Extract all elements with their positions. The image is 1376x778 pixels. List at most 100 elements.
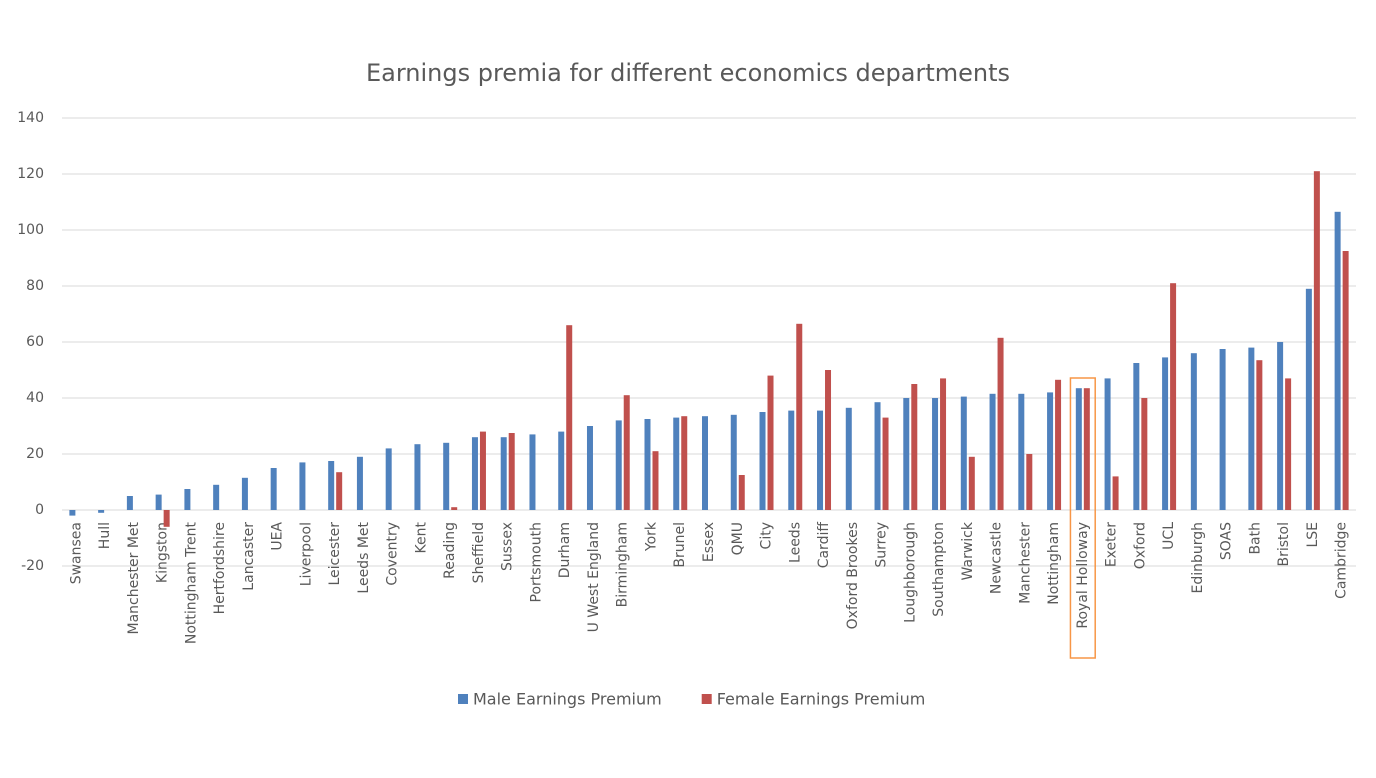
bar bbox=[1342, 251, 1349, 510]
x-tick-label: Cambridge bbox=[1334, 522, 1350, 599]
bar bbox=[500, 437, 507, 510]
x-tick-label: Nottingham Trent bbox=[183, 521, 199, 644]
bar bbox=[1083, 388, 1090, 510]
bar bbox=[1018, 393, 1025, 510]
bar bbox=[623, 395, 630, 510]
y-tick-label: 100 bbox=[17, 222, 44, 238]
x-tick-label: Exeter bbox=[1104, 522, 1120, 567]
x-tick-label: Newcastle bbox=[989, 522, 1005, 594]
bar bbox=[479, 431, 486, 510]
bar bbox=[126, 496, 133, 510]
x-tick-label: Kent bbox=[413, 521, 429, 553]
x-tick-label: City bbox=[759, 522, 775, 549]
bar bbox=[673, 417, 680, 510]
legend-label: Female Earnings Premium bbox=[717, 690, 926, 709]
bar bbox=[451, 507, 458, 510]
bar bbox=[241, 477, 248, 510]
bar bbox=[270, 468, 277, 510]
x-tick-label: Cardiff bbox=[816, 522, 832, 569]
bar bbox=[767, 375, 774, 510]
x-tick-label: Oxford Brookes bbox=[845, 522, 861, 629]
x-tick-label: Hull bbox=[97, 522, 113, 549]
legend-label: Male Earnings Premium bbox=[473, 690, 662, 709]
x-tick-label: U West England bbox=[586, 522, 602, 632]
x-tick-label: Liverpool bbox=[298, 522, 314, 586]
x-tick-label: Oxford bbox=[1132, 522, 1148, 569]
bar bbox=[1285, 378, 1292, 510]
bar bbox=[1313, 171, 1320, 510]
bar bbox=[566, 325, 573, 510]
bar bbox=[356, 456, 363, 510]
bar bbox=[328, 461, 335, 510]
bar bbox=[1219, 349, 1226, 510]
bar bbox=[184, 489, 191, 510]
bar bbox=[1104, 378, 1111, 510]
bar bbox=[155, 494, 162, 510]
x-tick-label: Warwick bbox=[960, 521, 976, 580]
bar bbox=[1133, 363, 1140, 510]
x-tick-label: Surrey bbox=[874, 522, 890, 568]
bar bbox=[414, 444, 421, 510]
bar bbox=[1277, 342, 1284, 510]
bar bbox=[508, 433, 515, 510]
x-tick-label: Brunel bbox=[672, 522, 688, 568]
x-tick-label: Swansea bbox=[68, 522, 84, 584]
y-tick-label: -20 bbox=[21, 558, 44, 574]
x-tick-label: Sussex bbox=[500, 522, 516, 571]
bar bbox=[738, 475, 745, 510]
x-tick-label: Kingston bbox=[155, 522, 171, 583]
y-tick-label: 140 bbox=[17, 110, 44, 126]
bar bbox=[652, 451, 659, 510]
x-tick-label: York bbox=[643, 521, 659, 552]
bar bbox=[730, 414, 737, 510]
bar bbox=[960, 396, 967, 510]
x-tick-label: Southampton bbox=[931, 522, 947, 617]
x-tick-label: Royal Holloway bbox=[1075, 522, 1091, 629]
bar bbox=[845, 407, 852, 510]
bar bbox=[385, 448, 392, 510]
bar bbox=[874, 402, 881, 510]
x-tick-label: Coventry bbox=[385, 522, 401, 586]
bar bbox=[817, 410, 824, 510]
x-tick-label: Leicester bbox=[327, 522, 343, 586]
bar bbox=[336, 472, 343, 510]
legend-swatch bbox=[701, 694, 712, 704]
bar bbox=[1026, 454, 1033, 510]
chart-title: Earnings premia for different economics … bbox=[366, 59, 1010, 87]
x-tick-label: SOAS bbox=[1219, 522, 1235, 560]
bar bbox=[903, 398, 910, 510]
bar bbox=[1334, 211, 1341, 511]
bar bbox=[644, 419, 651, 510]
bar bbox=[1305, 288, 1312, 510]
bar bbox=[529, 434, 536, 510]
x-tick-label: LSE bbox=[1305, 522, 1321, 548]
x-tick-label: Sheffield bbox=[471, 522, 487, 583]
x-tick-label: Loughborough bbox=[902, 522, 918, 623]
bar bbox=[299, 462, 306, 510]
x-tick-label: Reading bbox=[442, 522, 458, 579]
bar bbox=[1162, 357, 1169, 510]
bar bbox=[911, 384, 918, 510]
bar bbox=[1248, 347, 1255, 510]
bar bbox=[932, 398, 939, 510]
x-tick-label: Birmingham bbox=[615, 522, 631, 607]
x-tick-label: Leeds bbox=[787, 522, 803, 563]
bar bbox=[1170, 283, 1177, 510]
bar bbox=[558, 431, 565, 510]
bar bbox=[69, 510, 76, 516]
bar bbox=[788, 410, 795, 510]
y-tick-label: 20 bbox=[26, 446, 44, 462]
bar bbox=[213, 484, 220, 510]
bar bbox=[997, 337, 1004, 510]
bar bbox=[1190, 353, 1197, 510]
x-tick-label: Bristol bbox=[1276, 522, 1292, 567]
y-tick-label: 80 bbox=[26, 278, 44, 294]
bar bbox=[615, 420, 622, 510]
x-tick-label: Essex bbox=[701, 522, 717, 562]
bar bbox=[702, 416, 708, 510]
y-tick-label: 60 bbox=[26, 334, 44, 350]
bar bbox=[825, 370, 832, 510]
bar bbox=[586, 426, 593, 510]
y-tick-label: 40 bbox=[26, 390, 44, 406]
